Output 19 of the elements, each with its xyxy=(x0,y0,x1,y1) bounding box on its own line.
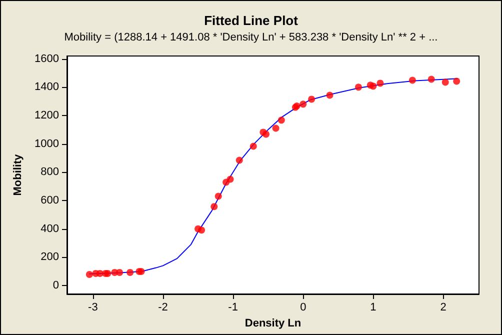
x-tick-label: 1 xyxy=(370,302,376,314)
x-tick-label: -2 xyxy=(158,302,168,314)
x-axis-title: Density Ln xyxy=(244,318,302,330)
x-tick-label: -3 xyxy=(88,302,98,314)
y-tick-label: 1600 xyxy=(34,52,59,65)
y-tick-label: 1200 xyxy=(34,110,59,122)
y-tick-label: 400 xyxy=(40,222,59,235)
y-tick-label: 600 xyxy=(40,194,59,206)
y-tick-label: 800 xyxy=(40,166,59,178)
x-tick-label: 2 xyxy=(440,302,446,314)
y-tick-label: 1400 xyxy=(34,81,59,94)
x-tick-label: -1 xyxy=(228,302,238,314)
chart-title: Fitted Line Plot xyxy=(204,13,299,28)
chart-subtitle: Mobility = (1288.14 + 1491.08 * 'Density Ln' + 583.238 * 'Density Ln' ** 2 + ... xyxy=(64,32,438,44)
y-axis-title: Mobility xyxy=(12,153,24,196)
y-tick-label: 0 xyxy=(52,280,59,292)
x-tick-label: 0 xyxy=(300,302,306,314)
y-tick-label: 200 xyxy=(40,251,59,264)
y-tick-label: 1000 xyxy=(34,138,59,150)
